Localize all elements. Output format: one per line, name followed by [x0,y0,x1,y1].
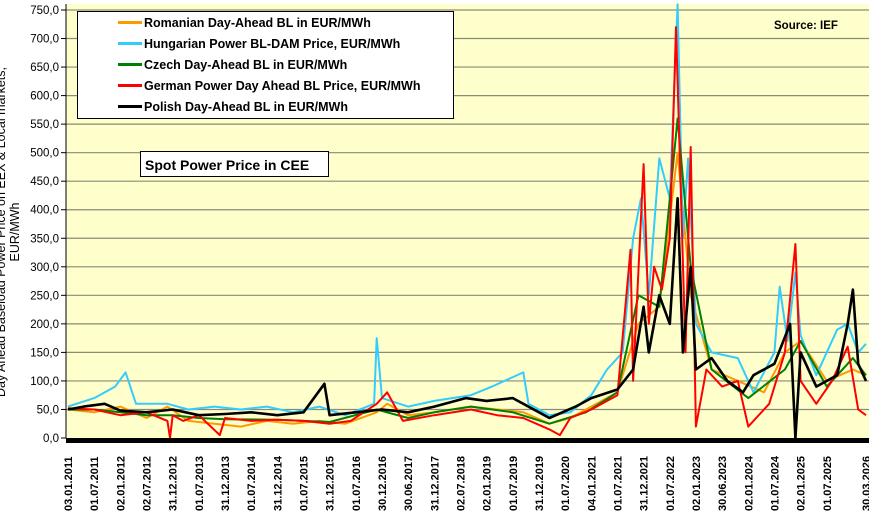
legend-swatch [118,84,142,87]
x-tick-label: 02.07.2012 [141,456,153,511]
legend-item-german: German Power Day Ahead BL Price, EUR/MWh [78,75,420,96]
y-axis-label: Day Ahead Baseload Power Price on EEX & … [0,66,22,398]
y-tick-label: 150,0 [30,347,59,359]
legend-swatch [118,63,142,66]
x-tick-label: 01.07.2025 [822,456,834,511]
x-tick-label: 30.03.2026 [861,456,869,511]
x-tick-label: 01.07.2015 [298,456,310,511]
series-line-german [67,26,867,439]
x-tick-label: 31.12.2017 [429,456,441,511]
x-tick-label: 30.06.2023 [717,456,729,511]
series-line-hungarian [67,3,867,417]
y-tick-label: 600,0 [30,91,59,103]
x-tick-label: 01.07.2020 [560,456,572,511]
x-tick-label: 30.12.2016 [377,456,389,511]
legend: Romanian Day-Ahead BL in EUR/MWh Hungari… [77,11,454,119]
x-tick-label: 30.06.2017 [403,456,415,511]
legend-label: Romanian Day-Ahead BL in EUR/MWh [144,15,371,30]
y-tick-label: 100,0 [30,376,59,388]
x-tick-label: 31.12.2013 [220,456,232,511]
legend-swatch [118,21,142,24]
x-tick-label: 02.01.2012 [115,456,127,511]
y-tick-label: 650,0 [30,62,59,74]
legend-label: Hungarian Power BL-DAM Price, EUR/MWh [144,36,401,51]
x-tick-label: 31.12.2015 [325,456,337,511]
legend-label: Polish Day-Ahead BL in EUR/MWh [144,99,348,114]
x-tick-label: 31.12.2021 [639,456,651,511]
legend-item-hungarian: Hungarian Power BL-DAM Price, EUR/MWh [78,33,400,54]
source-note: Source: IEF [774,20,838,32]
x-tick-label: 01.07.2022 [665,456,677,511]
x-tick-label: 31.12.2019 [534,456,546,511]
y-tick-label: 200,0 [30,319,59,331]
x-tick-label: 31.12.2012 [168,456,180,511]
y-tick-label: 450,0 [30,176,59,188]
y-tick-label: 300,0 [30,262,59,274]
x-tick-label: 01.07.2011 [89,457,101,511]
y-tick-label: 550,0 [30,119,59,131]
series-line-polish [67,197,868,440]
chart-title: Spot Power Price in CEE [140,151,329,177]
y-tick-label: 400,0 [30,205,59,217]
x-tick-label: 01.07.2024 [769,455,781,511]
y-tick-label: 250,0 [30,290,59,302]
legend-label: Czech Day-Ahead BL in EUR/MWh [144,57,348,72]
legend-label: German Power Day Ahead BL Price, EUR/MWh [144,78,421,93]
x-tick-label: 01.07.2021 [612,456,624,511]
x-tick-label: 02.01.2023 [691,456,703,511]
x-tick-label: 02.07.2018 [455,456,467,511]
x-tick-label: 01.07.2019 [508,456,520,511]
x-tick-label: 03.01.2011 [63,457,75,511]
legend-item-czech: Czech Day-Ahead BL in EUR/MWh [78,54,347,75]
series-line-czech [68,117,867,425]
legend-swatch [118,42,142,45]
y-tick-label: 350,0 [30,233,59,245]
x-tick-label: 02.01.2024 [743,455,755,511]
x-tick-label: 02.01.2019 [482,456,494,511]
y-tick-label: 500,0 [30,148,59,160]
y-tick-label: 50,0 [37,404,59,416]
legend-item-polish: Polish Day-Ahead BL in EUR/MWh [78,96,348,117]
legend-item-romanian: Romanian Day-Ahead BL in EUR/MWh [78,12,371,33]
x-tick-label: 01.07.2016 [351,456,363,511]
y-tick-label: 700,0 [30,34,59,46]
x-tick-label: 31.12.2014 [272,455,284,511]
legend-swatch [118,105,142,108]
x-tick-label: 02.01.2025 [796,456,808,511]
y-tick-label: 750,0 [30,5,59,17]
y-tick-label: 0,0 [43,433,59,445]
x-axis [66,438,869,443]
x-tick-label: 01.07.2014 [246,455,258,511]
x-tick-label: 01.07.2013 [194,456,206,511]
x-tick-label: 04.01.2021 [586,456,598,511]
